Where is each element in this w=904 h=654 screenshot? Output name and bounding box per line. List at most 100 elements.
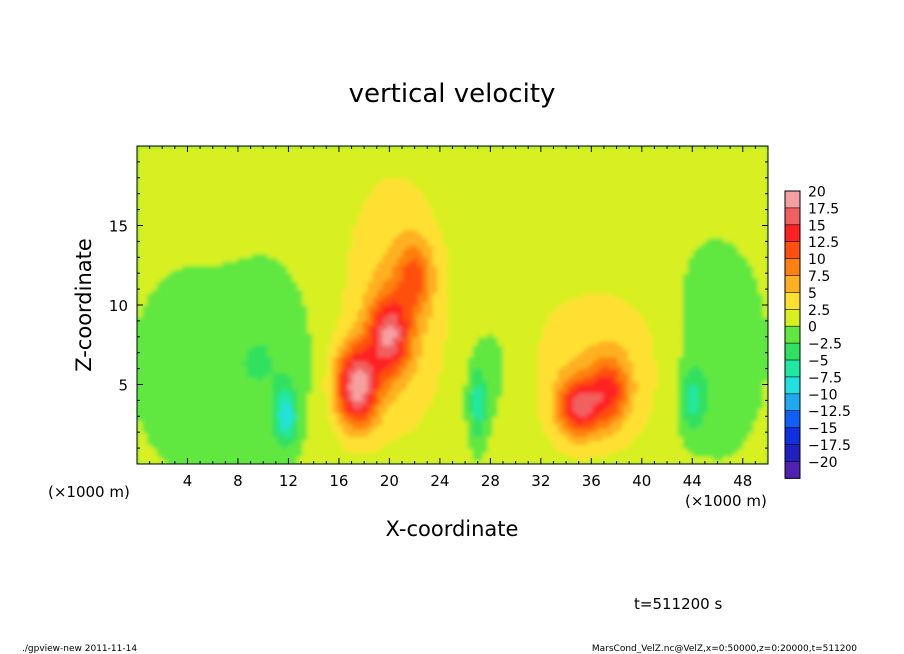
heatmap-cell <box>307 360 314 366</box>
heatmap-cell <box>322 177 329 183</box>
heatmap-cell <box>342 384 349 390</box>
heatmap-cell <box>187 456 193 461</box>
heatmap-cell <box>437 416 444 422</box>
heatmap-cell <box>202 372 208 378</box>
heatmap-cell <box>312 301 319 306</box>
heatmap-cell <box>207 400 213 406</box>
heatmap-cell <box>242 420 248 426</box>
heatmap-cell <box>237 193 243 199</box>
heatmap-cell <box>187 364 193 370</box>
heatmap-cell <box>142 392 148 398</box>
heatmap-cell <box>237 201 243 207</box>
heatmap-cell <box>337 452 344 457</box>
heatmap-cell <box>362 388 369 394</box>
heatmap-cell <box>202 241 208 247</box>
heatmap-cell <box>422 356 429 362</box>
heatmap-cell <box>357 153 364 159</box>
heatmap-cell <box>327 205 334 211</box>
heatmap-cell <box>282 237 289 243</box>
heatmap-cell <box>437 380 444 386</box>
heatmap-cell <box>352 404 359 410</box>
heatmap-cell <box>237 146 243 151</box>
heatmap-cell <box>222 348 228 354</box>
heatmap-cell <box>202 308 208 314</box>
heatmap-cell <box>182 392 188 398</box>
heatmap-cell <box>292 189 299 195</box>
heatmap-cell <box>392 149 399 155</box>
heatmap-cell <box>237 277 243 282</box>
heatmap-cell <box>437 376 444 382</box>
heatmap-cell <box>317 428 324 433</box>
heatmap-cell <box>192 189 198 195</box>
heatmap-cell <box>287 293 294 298</box>
heatmap-cell <box>147 332 153 338</box>
heatmap-cell <box>272 396 279 402</box>
heatmap-cell <box>362 261 369 267</box>
heatmap-cell <box>307 308 314 314</box>
heatmap-cell <box>447 444 454 449</box>
heatmap-cell <box>187 388 193 394</box>
heatmap-cell <box>392 301 399 306</box>
heatmap-cell <box>377 328 384 334</box>
heatmap-cell <box>177 301 183 306</box>
heatmap-cell <box>142 320 148 326</box>
heatmap-cell <box>432 213 439 219</box>
heatmap-cell <box>367 448 374 453</box>
heatmap-cell <box>207 146 213 151</box>
heatmap-cell <box>282 305 289 310</box>
heatmap-cell <box>232 269 238 275</box>
heatmap-cell <box>422 340 429 346</box>
heatmap-cell <box>382 209 389 215</box>
heatmap-cell <box>202 428 208 433</box>
heatmap-cell <box>207 448 213 453</box>
heatmap-cell <box>227 173 233 179</box>
heatmap-cell <box>292 269 299 275</box>
heatmap-cell <box>337 340 344 346</box>
heatmap-cell <box>212 157 218 163</box>
heatmap-cell <box>292 181 299 187</box>
heatmap-cell <box>407 352 414 358</box>
heatmap-cell <box>357 376 364 382</box>
heatmap-cell <box>272 305 279 310</box>
heatmap-cell <box>367 237 374 243</box>
heatmap-cell <box>307 376 314 382</box>
heatmap-cell <box>357 392 364 398</box>
heatmap-cell <box>162 169 168 175</box>
heatmap-cell <box>427 189 434 195</box>
heatmap-cell <box>302 269 309 275</box>
heatmap-cell <box>412 149 419 155</box>
heatmap-cell <box>337 253 344 259</box>
heatmap-cell <box>352 320 359 326</box>
heatmap-cell <box>267 416 274 422</box>
heatmap-cell <box>177 197 183 203</box>
heatmap-cell <box>337 249 344 255</box>
heatmap-cell <box>157 364 163 370</box>
heatmap-cell <box>242 221 248 227</box>
heatmap-cell <box>237 320 243 326</box>
heatmap-cell <box>362 209 369 215</box>
heatmap-cell <box>287 312 294 318</box>
heatmap-cell <box>307 189 314 195</box>
heatmap-cell <box>362 161 369 167</box>
heatmap-cell <box>377 189 384 195</box>
heatmap-cell <box>152 440 158 445</box>
heatmap-cell <box>152 416 158 422</box>
heatmap-cell <box>287 285 294 290</box>
heatmap-cell <box>277 277 284 282</box>
heatmap-cell <box>412 205 419 211</box>
heatmap-cell <box>367 408 374 414</box>
heatmap-cell <box>242 316 248 322</box>
heatmap-cell <box>302 185 309 191</box>
heatmap-cell <box>242 189 248 195</box>
heatmap-cell <box>332 153 339 159</box>
heatmap-cell <box>332 396 339 402</box>
heatmap-cell <box>242 153 248 159</box>
heatmap-cell <box>437 368 444 374</box>
heatmap-cell <box>297 456 304 461</box>
heatmap-cell <box>257 360 263 366</box>
heatmap-cell <box>252 161 258 167</box>
heatmap-cell <box>437 424 444 430</box>
heatmap-cell <box>432 316 439 322</box>
heatmap-cell <box>292 249 299 255</box>
heatmap-cell <box>362 444 369 449</box>
